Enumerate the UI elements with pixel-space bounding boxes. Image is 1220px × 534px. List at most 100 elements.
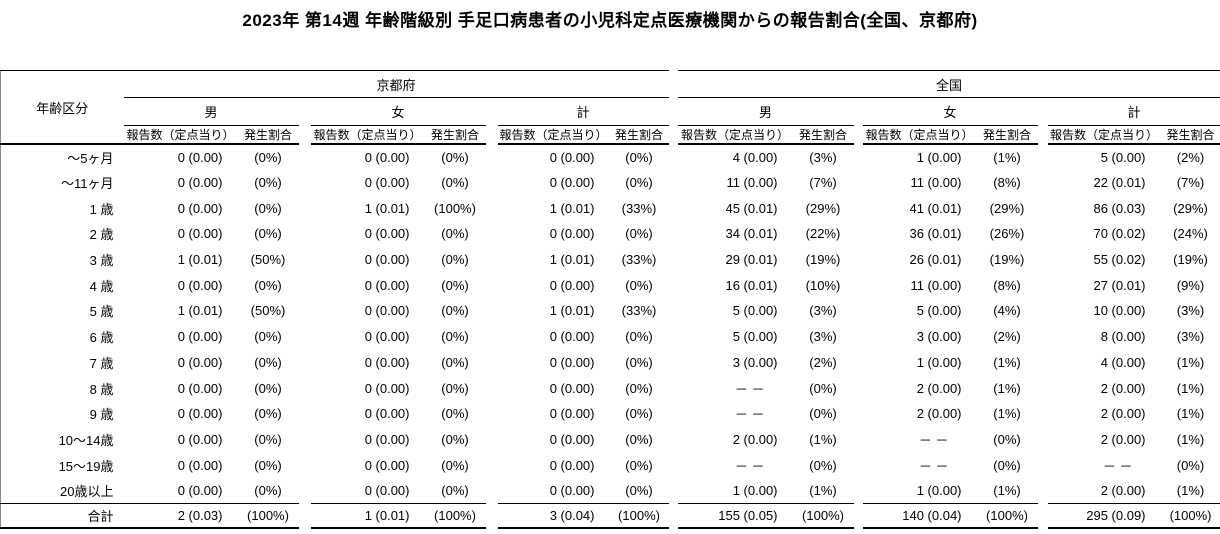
section-header-national: 全国 (677, 70, 1220, 98)
age-column-header: 年齢区分 (0, 70, 124, 145)
column-gap (486, 350, 498, 376)
column-gap (1038, 478, 1048, 504)
count-cell: 26 (0.01) (909, 252, 962, 268)
column-gap (1038, 247, 1048, 273)
count-cell: 1 (0.00) (916, 483, 962, 499)
report-table: 年齢区分 京都府 全国 男 女 計 男 女 計 報告数（定点当り） 発生割合 (0, 70, 1220, 529)
section-gap (669, 350, 678, 376)
count-cell: 0 (0.00) (177, 457, 223, 473)
rate-cell: (0%) (441, 277, 469, 293)
count-cell: 41 (0.01) (909, 200, 962, 216)
column-gap (1038, 401, 1048, 427)
column-gap (854, 324, 863, 350)
count-cell: － － (734, 381, 778, 397)
column-gap (299, 144, 311, 170)
column-gap (1038, 144, 1048, 170)
column-gap (299, 427, 311, 453)
count-cell: 10 (0.00) (1093, 303, 1146, 319)
rate-cell: (8%) (993, 175, 1021, 191)
rate-cell: (33%) (621, 200, 657, 216)
rate-cell: (1%) (993, 380, 1021, 396)
count-cell: 29 (0.01) (725, 252, 778, 268)
count-cell: 1 (0.01) (549, 303, 595, 319)
count-cell: － － (918, 458, 962, 474)
column-gap (486, 298, 498, 324)
column-gap (854, 478, 863, 504)
age-cell: 15～19歳 (58, 458, 114, 474)
column-gap (486, 478, 498, 504)
column-gap (854, 221, 863, 247)
count-header: 報告数（定点当り） (1047, 125, 1161, 145)
count-cell: 0 (0.00) (177, 354, 223, 370)
column-gap (299, 98, 311, 145)
rate-cell: (100%) (434, 200, 476, 216)
column-gap (854, 195, 863, 221)
count-cell: 0 (0.00) (549, 175, 595, 191)
count-cell: 0 (0.00) (549, 380, 595, 396)
count-cell: 0 (0.00) (364, 329, 410, 345)
sex-header-national-male: 男 (677, 97, 854, 126)
column-gap (299, 221, 311, 247)
rate-cell: (0%) (441, 483, 469, 499)
column-gap (1038, 195, 1048, 221)
count-cell: 0 (0.00) (364, 380, 410, 396)
rate-cell: (29%) (805, 200, 841, 216)
column-gap (854, 298, 863, 324)
count-cell: 0 (0.00) (364, 406, 410, 422)
column-gap (854, 401, 863, 427)
column-gap (299, 350, 311, 376)
count-cell: 1 (0.01) (177, 303, 223, 319)
count-header: 報告数（定点当り） (123, 125, 238, 145)
column-gap (486, 144, 498, 170)
rate-cell: (1%) (1176, 431, 1205, 447)
rate-cell: (3%) (1176, 303, 1205, 319)
column-gap (486, 324, 498, 350)
rate-cell: (0%) (254, 175, 282, 191)
count-cell: 36 (0.01) (909, 226, 962, 242)
count-cell: 4 (0.00) (1100, 354, 1146, 370)
section-gap (669, 71, 678, 145)
column-gap (299, 478, 311, 504)
count-cell: 0 (0.00) (549, 431, 595, 447)
total-row: 合計 2 (0.03) (100%) 1 (0.01) (100%) 3 (0.04) (1… (0, 503, 1220, 529)
rate-cell: (0%) (809, 406, 837, 422)
sex-header-kyoto-female: 女 (310, 97, 486, 126)
rate-cell: (100%) (976, 503, 1038, 529)
column-gap (486, 401, 498, 427)
rate-cell: (29%) (1173, 200, 1208, 216)
column-gap (299, 504, 311, 528)
count-cell: 2 (0.00) (916, 380, 962, 396)
rate-cell: (100%) (424, 503, 486, 529)
age-cell: ～5ヶ月 (67, 150, 114, 166)
table-row: 9 歳 0 (0.00) (0%) 0 (0.00) (0%) 0 (0.00) (0%) －… (1, 401, 1220, 427)
rate-cell: (1%) (809, 483, 837, 499)
rate-cell: (0%) (254, 354, 282, 370)
count-cell: － － (1102, 458, 1146, 474)
rate-cell: (0%) (625, 226, 653, 242)
count-cell: 0 (0.00) (177, 175, 223, 191)
age-cell: 2 歳 (89, 227, 114, 243)
count-cell: 2 (0.00) (916, 406, 962, 422)
age-cell: 3 歳 (89, 253, 114, 269)
column-gap (299, 170, 311, 196)
age-cell: 4 歳 (89, 278, 114, 294)
column-gap (854, 427, 863, 453)
column-gap (854, 98, 863, 145)
count-cell: 0 (0.00) (549, 149, 595, 165)
rate-cell: (10%) (805, 277, 841, 293)
count-header: 報告数（定点当り） (677, 125, 793, 145)
rate-cell: (2%) (993, 329, 1021, 345)
rate-cell: (0%) (1176, 457, 1205, 473)
section-gap (669, 170, 678, 196)
column-gap (854, 144, 863, 170)
section-header-kyoto: 京都府 (123, 70, 669, 98)
count-cell: 0 (0.00) (364, 277, 410, 293)
count-cell: 5 (0.00) (732, 303, 778, 319)
count-cell: 0 (0.00) (177, 380, 223, 396)
rate-cell: (22%) (805, 226, 841, 242)
column-gap (299, 272, 311, 298)
rate-cell: (3%) (809, 303, 837, 319)
rate-cell: (1%) (1176, 380, 1205, 396)
rate-cell: (19%) (989, 252, 1025, 268)
